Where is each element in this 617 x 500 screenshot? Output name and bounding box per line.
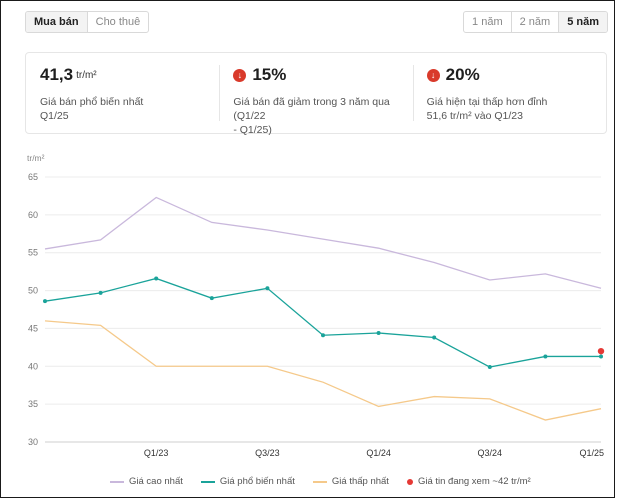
y-tick-label: 60 (28, 210, 38, 220)
data-point-common (376, 330, 381, 335)
chart-legend: Giá cao nhất Giá phổ biến nhất Giá thấp … (110, 476, 531, 487)
data-point-common (432, 335, 437, 340)
x-tick-label: Q1/23 (144, 448, 169, 458)
data-point-common (599, 354, 603, 359)
tab-mua-ban[interactable]: Mua bán (26, 12, 87, 32)
legend-swatch (312, 480, 327, 483)
data-point-common (543, 354, 548, 359)
data-point-common (43, 299, 47, 304)
stats-panel: 41,3 tr/m² Giá bán phổ biến nhất Q1/25 ↓… (25, 52, 607, 136)
time-range-toggle: 1 năm 2 năm 5 năm (463, 11, 608, 33)
stat-desc: Giá hiện tại thấp hơn đỉnh (426, 96, 548, 108)
series-line-common (44, 277, 601, 368)
stat-below-peak: ↓ 20% Giá hiện tại thấp hơn đỉnh 51,6 tr… (412, 53, 606, 133)
stat-desc: Giá bán phổ biến nhất (40, 96, 144, 108)
stat-value: 20% (445, 65, 480, 84)
stat-value: 15% (252, 65, 287, 84)
x-tick-label: Q1/25 (579, 448, 604, 458)
y-tick-label: 35 (28, 399, 38, 409)
y-tick-label: 65 (28, 172, 38, 182)
tab-5-nam[interactable]: 5 năm (558, 12, 607, 32)
arrow-down-icon: ↓ (426, 68, 440, 82)
data-point-common (209, 296, 214, 301)
series-line-low (44, 320, 602, 421)
data-point-common (265, 286, 270, 291)
tab-2-nam[interactable]: 2 năm (510, 12, 559, 32)
legend-swatch (406, 478, 413, 485)
price-line-chart: tr/m² 30 35 40 45 50 55 60 65 Q1/23 Q3/23 Q1/24 Q3/2… (27, 153, 605, 458)
data-point-common (321, 333, 325, 338)
stat-unit: tr/m² (76, 69, 97, 81)
legend-item-common[interactable]: Giá phổ biến nhất (200, 476, 295, 487)
data-point-common (154, 276, 159, 281)
legend-item-current[interactable]: Giá tin đang xem ~42 tr/m² (406, 476, 531, 487)
current-listing-marker (597, 347, 605, 355)
x-tick-label: Q1/24 (366, 448, 391, 458)
x-tick-label: Q3/24 (478, 448, 503, 458)
y-tick-label: 30 (28, 437, 38, 447)
stat-desc-period: - Q1/25) (233, 124, 272, 136)
stat-value: 41,3 (40, 65, 74, 84)
legend-item-high[interactable]: Giá cao nhất (110, 476, 183, 487)
stat-desc-period: 51,6 tr/m² vào Q1/23 (426, 110, 523, 122)
x-tick-label: Q3/23 (255, 448, 280, 458)
transaction-type-toggle: Mua bán Cho thuê (25, 11, 150, 33)
y-tick-label: 40 (28, 361, 38, 371)
y-axis-label: tr/m² (27, 153, 45, 163)
legend-swatch (200, 480, 215, 483)
y-tick-label: 45 (28, 323, 38, 333)
stat-desc-period: Q1/25 (40, 110, 69, 122)
tab-cho-thue[interactable]: Cho thuê (86, 12, 149, 32)
data-point-common (487, 365, 492, 370)
stat-common-price: 41,3 tr/m² Giá bán phổ biến nhất Q1/25 (26, 53, 219, 133)
tab-1-nam[interactable]: 1 năm (472, 16, 503, 28)
stat-desc: Giá bán đã giảm trong 3 năm qua (Q1/22 (233, 96, 390, 122)
legend-item-low[interactable]: Giá thấp nhất (312, 476, 389, 487)
data-point-common (98, 290, 103, 295)
legend-swatch (110, 480, 124, 483)
y-tick-label: 50 (28, 286, 38, 296)
arrow-down-icon: ↓ (233, 68, 247, 82)
stat-price-decline: ↓ 15% Giá bán đã giảm trong 3 năm qua (Q… (219, 53, 412, 136)
series-line-high (44, 196, 602, 289)
y-tick-label: 55 (28, 248, 38, 258)
